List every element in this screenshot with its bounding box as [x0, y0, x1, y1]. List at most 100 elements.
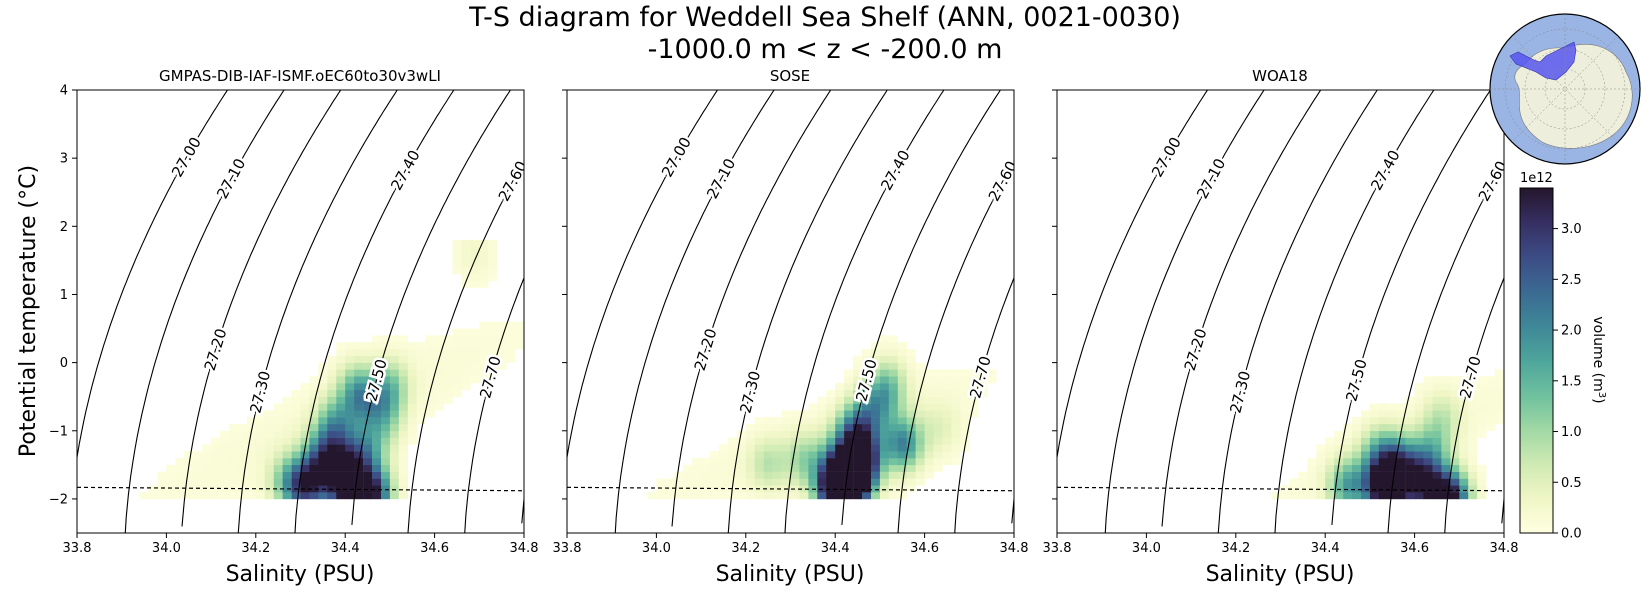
histogram-cell [273, 458, 283, 466]
histogram-cell [220, 444, 230, 452]
histogram-cell [826, 471, 836, 479]
histogram-cell [1495, 389, 1504, 397]
histogram-cell [264, 492, 274, 500]
histogram-cell [1343, 430, 1353, 438]
histogram-cell [229, 424, 239, 432]
histogram-cell [327, 369, 337, 377]
histogram-cell [879, 383, 890, 391]
histogram-cell [184, 471, 194, 479]
histogram-cell [1334, 478, 1344, 486]
histogram-cell [425, 355, 435, 363]
colorbar-tick-label: 3.0 [1561, 222, 1582, 237]
histogram-cell [763, 458, 773, 466]
histogram-cell [336, 362, 346, 370]
histogram-cell [246, 424, 257, 432]
histogram-cell [363, 396, 373, 404]
x-tick-label: 34.4 [1311, 541, 1340, 556]
histogram-cell [372, 444, 382, 452]
histogram-cell [763, 492, 773, 500]
histogram-cell [220, 430, 230, 438]
histogram-cell [345, 464, 355, 472]
histogram-cell [942, 410, 952, 418]
histogram-cell [381, 451, 391, 459]
histogram-cell [452, 383, 462, 391]
histogram-cell [1450, 376, 1460, 384]
histogram-cell [416, 383, 426, 391]
histogram-cell [470, 246, 480, 254]
histogram-cell [175, 478, 185, 486]
histogram-cell [246, 464, 257, 472]
histogram-cell [291, 396, 301, 404]
histogram-cell [772, 492, 782, 500]
histogram-cell [318, 471, 328, 479]
histogram-cell [443, 376, 453, 384]
histogram-cell [951, 383, 961, 391]
histogram-cell [157, 471, 167, 479]
histogram-cell [1459, 451, 1469, 459]
histogram-cell [656, 492, 666, 500]
histogram-cell [915, 417, 925, 425]
histogram-cell [1396, 458, 1406, 466]
histogram-cell [915, 437, 925, 445]
histogram-cell [763, 444, 773, 452]
histogram-cell [826, 417, 836, 425]
axes-frame [1056, 89, 1505, 534]
histogram-cell [175, 485, 185, 493]
histogram-cell [363, 478, 373, 486]
histogram-cell [915, 396, 925, 404]
density-contour [237, 90, 398, 533]
histogram-cell [282, 424, 292, 432]
histogram-cell [897, 430, 907, 438]
histogram-cell [318, 389, 328, 397]
histogram-cell [960, 376, 970, 384]
y-tick-label: 3 [60, 152, 68, 167]
histogram-cell [470, 362, 480, 370]
histogram-cell [781, 451, 791, 459]
histogram-cell [719, 492, 729, 500]
histogram-cell [1441, 417, 1451, 425]
histogram-cell [853, 410, 863, 418]
histogram-cell [879, 355, 890, 363]
histogram-cell [1334, 444, 1344, 452]
histogram-cell [897, 424, 907, 432]
histogram-cell [710, 451, 720, 459]
histogram-cell [817, 458, 827, 466]
histogram-cell [318, 403, 328, 411]
histogram-cell [826, 444, 836, 452]
histogram-cell [710, 471, 720, 479]
histogram-cell [710, 492, 720, 500]
histogram-cell [345, 355, 355, 363]
histogram-cell [282, 437, 292, 445]
histogram-cell [363, 430, 373, 438]
histogram-cell [470, 253, 480, 261]
histogram-cell [790, 471, 800, 479]
histogram-cell [363, 389, 373, 397]
histogram-cell [1423, 424, 1433, 432]
histogram-cell [888, 396, 898, 404]
histogram-cell [960, 437, 970, 445]
histogram-cell [220, 458, 230, 466]
histogram-cell [763, 417, 773, 425]
histogram-cell [772, 458, 782, 466]
histogram-cell [1468, 451, 1478, 459]
histogram-cell [363, 444, 373, 452]
histogram-cell [479, 260, 489, 268]
histogram-cell [888, 458, 898, 466]
histogram-cell [1280, 492, 1290, 500]
histogram-cell [1405, 424, 1415, 432]
histogram-cell [416, 355, 426, 363]
histogram-cell [1378, 485, 1388, 493]
histogram-cell [398, 376, 408, 384]
histogram-cell [282, 410, 292, 418]
histogram-cell [139, 492, 149, 500]
histogram-cell [888, 444, 898, 452]
histogram-cell [273, 492, 283, 500]
histogram-cell [309, 417, 319, 425]
histogram-cell [211, 492, 221, 500]
histogram-cell [354, 492, 364, 500]
histogram-cell [479, 321, 489, 329]
weddell-region-highlight [1509, 41, 1577, 81]
histogram-cell [1486, 389, 1496, 397]
histogram-cell [282, 478, 292, 486]
histogram-cell [327, 451, 337, 459]
